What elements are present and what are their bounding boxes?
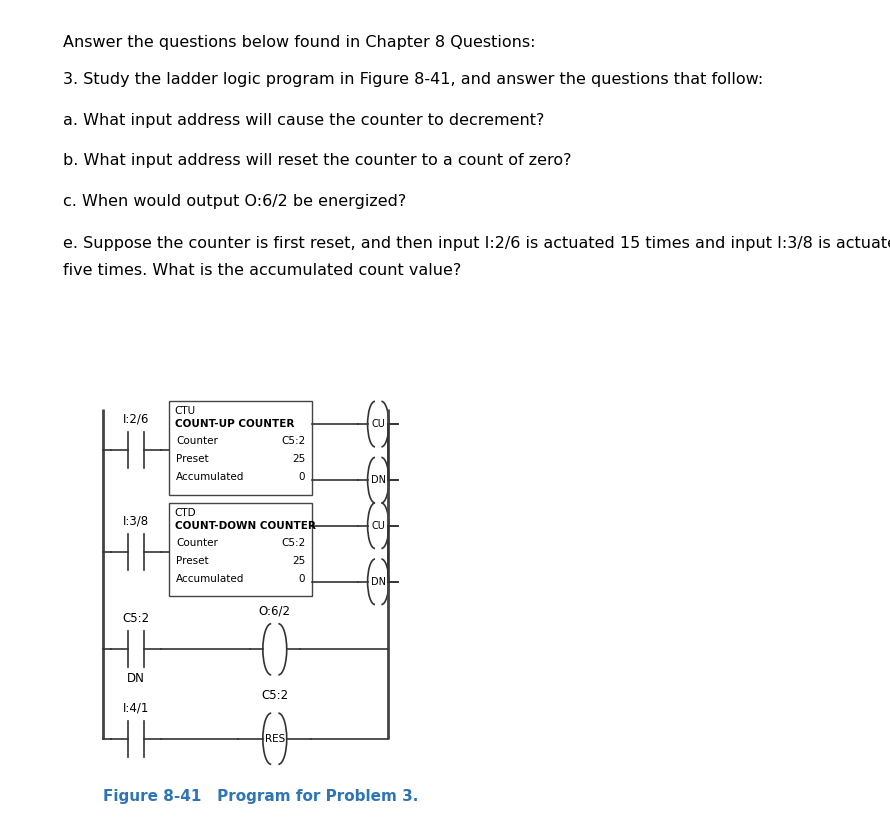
Text: CTD: CTD bbox=[174, 508, 197, 518]
Text: CU: CU bbox=[371, 521, 385, 531]
Text: Accumulated: Accumulated bbox=[176, 472, 245, 482]
Text: COUNT-DOWN COUNTER: COUNT-DOWN COUNTER bbox=[174, 521, 316, 531]
Text: Figure 8-41   Program for Problem 3.: Figure 8-41 Program for Problem 3. bbox=[103, 789, 418, 804]
Text: I:3/8: I:3/8 bbox=[123, 514, 150, 528]
Text: CU: CU bbox=[371, 419, 385, 429]
Text: 0: 0 bbox=[299, 574, 305, 584]
Text: e. Suppose the counter is first reset, and then input I:2/6 is actuated 15 times: e. Suppose the counter is first reset, a… bbox=[63, 237, 890, 251]
Text: Accumulated: Accumulated bbox=[176, 574, 245, 584]
Text: 3. Study the ladder logic program in Figure 8-41, and answer the questions that : 3. Study the ladder logic program in Fig… bbox=[63, 72, 764, 87]
Text: b. What input address will reset the counter to a count of zero?: b. What input address will reset the cou… bbox=[63, 153, 571, 169]
Text: RES: RES bbox=[264, 734, 285, 743]
Text: C5:2: C5:2 bbox=[281, 437, 305, 447]
Text: five times. What is the accumulated count value?: five times. What is the accumulated coun… bbox=[63, 263, 462, 278]
Text: C5:2: C5:2 bbox=[123, 612, 150, 625]
Text: I:2/6: I:2/6 bbox=[123, 413, 150, 426]
Text: Answer the questions below found in Chapter 8 Questions:: Answer the questions below found in Chap… bbox=[63, 36, 536, 50]
Text: a. What input address will cause the counter to decrement?: a. What input address will cause the cou… bbox=[63, 112, 545, 127]
Text: C5:2: C5:2 bbox=[281, 538, 305, 548]
Text: DN: DN bbox=[371, 476, 385, 485]
Text: Preset: Preset bbox=[176, 454, 208, 464]
Text: 0: 0 bbox=[299, 472, 305, 482]
Text: c. When would output O:6/2 be energized?: c. When would output O:6/2 be energized? bbox=[63, 194, 407, 209]
Bar bbox=[169, 401, 312, 495]
Text: COUNT-UP COUNTER: COUNT-UP COUNTER bbox=[174, 419, 294, 429]
Text: DN: DN bbox=[371, 576, 385, 587]
Bar bbox=[169, 503, 312, 596]
Text: 25: 25 bbox=[292, 454, 305, 464]
Text: Preset: Preset bbox=[176, 556, 208, 566]
Text: Counter: Counter bbox=[176, 538, 218, 548]
Text: O:6/2: O:6/2 bbox=[259, 604, 291, 617]
Text: DN: DN bbox=[127, 672, 145, 685]
Text: 25: 25 bbox=[292, 556, 305, 566]
Text: C5:2: C5:2 bbox=[262, 689, 288, 702]
Text: Counter: Counter bbox=[176, 437, 218, 447]
Text: CTU: CTU bbox=[174, 406, 196, 416]
Text: I:4/1: I:4/1 bbox=[123, 701, 150, 715]
